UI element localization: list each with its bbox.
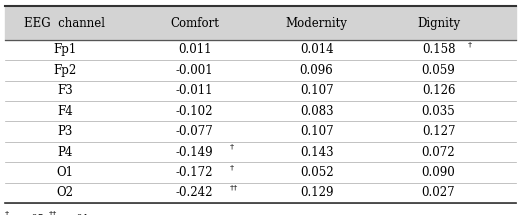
- Text: Modernity: Modernity: [285, 17, 348, 30]
- Text: Fp2: Fp2: [53, 64, 76, 77]
- Text: †: †: [230, 163, 234, 171]
- Text: -0.172: -0.172: [176, 166, 213, 179]
- Text: 0.035: 0.035: [421, 105, 456, 118]
- Text: O1: O1: [57, 166, 73, 179]
- Text: 0.027: 0.027: [422, 186, 455, 200]
- Text: 0.107: 0.107: [300, 84, 333, 97]
- Text: 0.158: 0.158: [422, 43, 455, 57]
- Text: 0.011: 0.011: [178, 43, 211, 57]
- Text: Dignity: Dignity: [417, 17, 460, 30]
- Text: 0.126: 0.126: [422, 84, 455, 97]
- Text: p<.01: p<.01: [60, 214, 90, 215]
- Text: †: †: [468, 41, 472, 49]
- Text: -0.011: -0.011: [176, 84, 213, 97]
- Text: p<.05,: p<.05,: [15, 214, 47, 215]
- Text: -0.102: -0.102: [176, 105, 213, 118]
- Text: EEG  channel: EEG channel: [24, 17, 105, 30]
- Text: 0.107: 0.107: [300, 125, 333, 138]
- Text: Comfort: Comfort: [170, 17, 219, 30]
- Bar: [5, 6, 516, 40]
- Text: O2: O2: [57, 186, 73, 200]
- Text: 0.127: 0.127: [422, 125, 455, 138]
- Text: -0.242: -0.242: [176, 186, 213, 200]
- Text: P3: P3: [57, 125, 73, 138]
- Text: -0.077: -0.077: [176, 125, 213, 138]
- Text: 0.014: 0.014: [300, 43, 333, 57]
- Text: ††: ††: [230, 184, 238, 192]
- Text: Fp1: Fp1: [53, 43, 76, 57]
- Text: 0.143: 0.143: [300, 146, 333, 159]
- Text: 0.083: 0.083: [300, 105, 333, 118]
- Text: ††: ††: [49, 209, 58, 215]
- Text: 0.072: 0.072: [422, 146, 455, 159]
- Text: 0.052: 0.052: [300, 166, 333, 179]
- Text: 0.059: 0.059: [421, 64, 456, 77]
- Text: F3: F3: [57, 84, 73, 97]
- Text: †: †: [230, 143, 234, 151]
- Text: P4: P4: [57, 146, 73, 159]
- Text: -0.149: -0.149: [176, 146, 213, 159]
- Text: 0.096: 0.096: [299, 64, 334, 77]
- Text: 0.090: 0.090: [421, 166, 456, 179]
- Text: F4: F4: [57, 105, 73, 118]
- Text: 0.129: 0.129: [300, 186, 333, 200]
- Text: -0.001: -0.001: [176, 64, 213, 77]
- Text: †: †: [5, 209, 9, 215]
